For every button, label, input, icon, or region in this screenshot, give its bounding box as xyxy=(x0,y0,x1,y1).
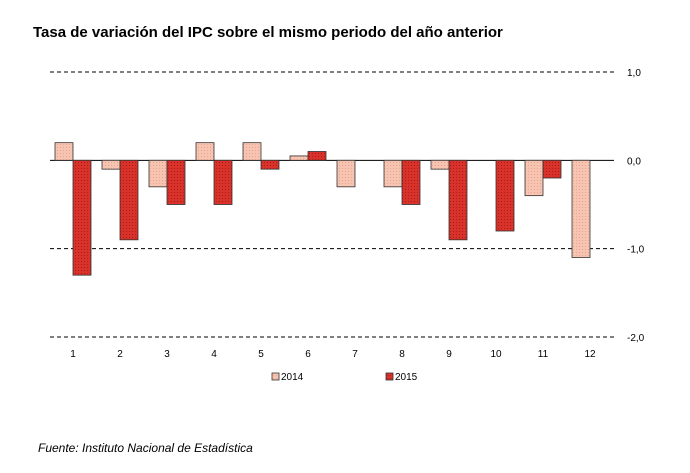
legend-label: 2015 xyxy=(395,372,418,383)
bar-2015-8 xyxy=(401,159,421,205)
source-note: Fuente: Instituto Nacional de Estadístic… xyxy=(38,441,253,455)
legend-swatch xyxy=(271,372,280,381)
y-tick-label: 0,0 xyxy=(627,156,641,167)
bar-2015-4 xyxy=(213,159,233,205)
x-tick-label: 7 xyxy=(352,349,358,360)
y-tick-label: 1,0 xyxy=(627,68,641,79)
y-tick-label: -2,0 xyxy=(627,333,645,344)
bar-2014-2 xyxy=(101,159,121,170)
y-tick-label: -1,0 xyxy=(627,245,645,256)
bar-2015-3 xyxy=(166,159,186,205)
bar-2015-2 xyxy=(119,159,139,241)
x-tick-label: 3 xyxy=(164,349,170,360)
bar-2014-1 xyxy=(54,142,74,161)
bar-2015-11 xyxy=(542,159,562,179)
bar-2015-9 xyxy=(448,159,468,241)
x-tick-label: 5 xyxy=(258,349,264,360)
bar-2015-1 xyxy=(72,159,92,276)
bar-2014-6 xyxy=(289,155,309,161)
x-tick-label: 9 xyxy=(446,349,452,360)
bar-2014-4 xyxy=(195,142,215,161)
legend-label: 2014 xyxy=(281,372,304,383)
x-tick-label: 8 xyxy=(399,349,405,360)
legend-item-2014: 2014 xyxy=(271,372,304,383)
x-tick-label: 10 xyxy=(490,349,502,360)
x-tick-label: 1 xyxy=(70,349,76,360)
bar-2015-6 xyxy=(307,151,327,161)
bar-2014-12 xyxy=(571,159,591,258)
x-tick-label: 2 xyxy=(117,349,123,360)
bar-2014-8 xyxy=(383,159,403,188)
legend-item-2015: 2015 xyxy=(385,372,418,383)
chart-title: Tasa de variación del IPC sobre el mismo… xyxy=(33,24,503,41)
bar-2014-11 xyxy=(524,159,544,197)
bar-2014-5 xyxy=(242,142,262,161)
x-tick-label: 4 xyxy=(211,349,217,360)
bar-2014-9 xyxy=(430,159,450,170)
bar-2014-3 xyxy=(148,159,168,188)
x-tick-label: 11 xyxy=(538,349,549,360)
bar-2015-5 xyxy=(260,159,280,170)
bar-2015-10 xyxy=(495,159,515,232)
legend-swatch xyxy=(385,372,394,381)
x-tick-label: 12 xyxy=(584,349,596,360)
bar-2014-7 xyxy=(336,159,356,188)
x-tick-label: 6 xyxy=(305,349,311,360)
